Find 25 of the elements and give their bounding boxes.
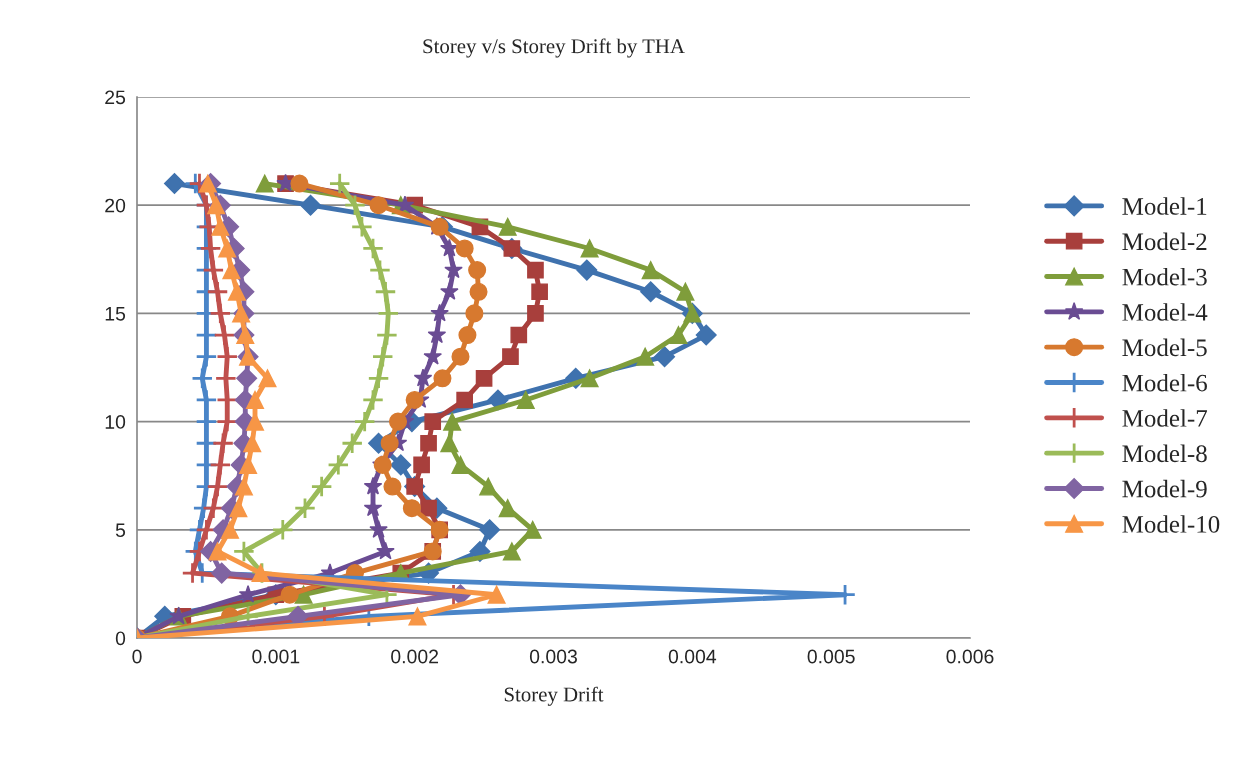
x-axis-title: Storey Drift — [504, 686, 604, 706]
legend-label: Model-5 — [1122, 338, 1207, 357]
x-tick-label: 0.003 — [529, 649, 577, 664]
x-tick-label: 0 — [132, 649, 142, 664]
legend-label: Model-10 — [1122, 515, 1220, 533]
x-tick-label: 0.001 — [252, 649, 300, 664]
legend-label: Model-3 — [1122, 267, 1207, 286]
y-tick-label: 25 — [105, 90, 126, 105]
legend-label: Model-6 — [1122, 373, 1207, 392]
x-tick-label: 0.002 — [391, 649, 439, 664]
legend-label: Model-7 — [1122, 409, 1208, 427]
y-tick-label: 20 — [105, 198, 126, 213]
x-tick-label: 0.004 — [668, 649, 717, 664]
legend-label: Model-4 — [1122, 303, 1208, 321]
y-tick-label: 15 — [105, 307, 126, 321]
y-tick-label: 0 — [115, 631, 126, 646]
legend-label: Model-1 — [1122, 197, 1207, 215]
legend-label: Model-8 — [1122, 444, 1207, 463]
y-tick-label: 10 — [105, 415, 126, 429]
chart-title: Storey v/s Storey Drift by THA — [423, 38, 685, 58]
x-tick-label: 0.005 — [807, 649, 855, 664]
legend-label: Model-2 — [1122, 232, 1207, 251]
x-tick-label: 0.006 — [946, 649, 994, 664]
legend-label: Model-9 — [1122, 479, 1207, 498]
y-tick-label: 5 — [115, 523, 126, 538]
